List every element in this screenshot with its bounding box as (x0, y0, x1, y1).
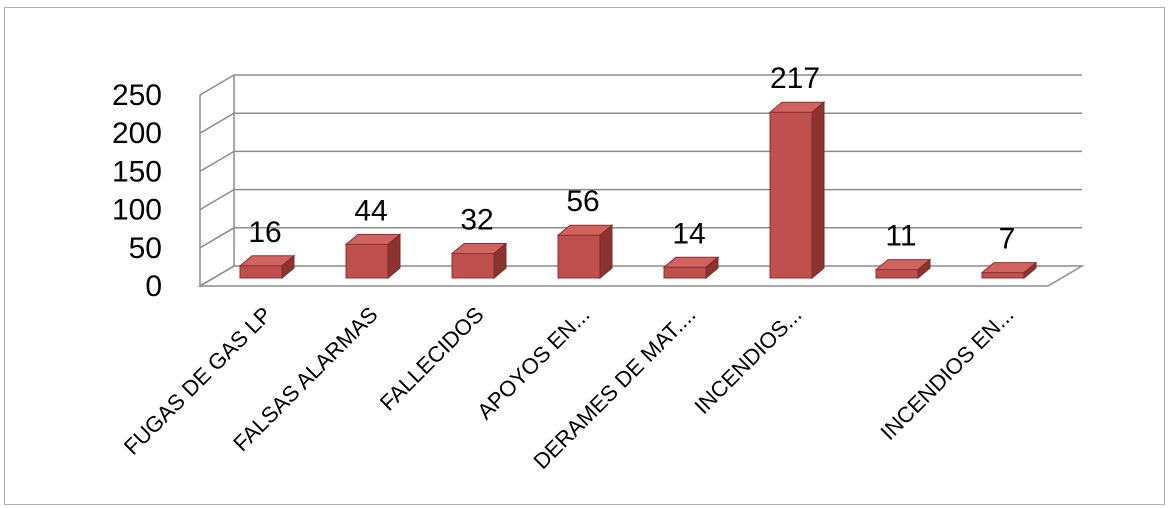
bar (874, 258, 932, 280)
data-label: 32 (460, 204, 493, 237)
bar-side (281, 254, 295, 280)
bar-side (705, 256, 719, 280)
data-label: 11 (885, 220, 916, 253)
y-tick-label: 200 (112, 117, 162, 150)
y-tick-label: 0 (145, 270, 162, 303)
y-tick-label: 250 (112, 79, 162, 112)
gridline-depth (199, 112, 235, 134)
y-tick-label: 100 (112, 194, 162, 227)
bar (556, 224, 614, 280)
gridline-depth (199, 265, 235, 287)
bar-chart: 0 50 100 150 200 250 16 44 32 56 14 217 11 7 FUGAS D… (112, 62, 1085, 474)
data-label: 217 (770, 62, 820, 95)
bar-front (981, 272, 1025, 279)
y-tick-label: 150 (112, 155, 162, 188)
bar (662, 256, 720, 280)
bar-side (917, 258, 931, 280)
bar-side (599, 224, 613, 280)
bar (238, 254, 296, 280)
y-tick-label: 50 (129, 232, 162, 265)
bar (450, 242, 508, 280)
gridline-depth (199, 188, 235, 211)
grid-layer (197, 74, 1085, 287)
gridline-depth (199, 74, 235, 96)
gridline-depth (199, 150, 235, 173)
y-axis-ticks: 0 50 100 150 200 250 (112, 79, 162, 303)
bar-side (493, 242, 507, 280)
bar-front (239, 265, 283, 279)
bar-front (769, 111, 813, 279)
bar (344, 233, 402, 280)
floor (197, 265, 1085, 287)
data-label: 14 (672, 217, 705, 250)
bar-front (345, 243, 389, 279)
data-label: 44 (354, 194, 387, 227)
category-label: INCENDIOS... (689, 302, 806, 419)
bar-front (557, 234, 601, 279)
bar-front (875, 269, 919, 279)
data-label: 16 (248, 216, 281, 249)
bar (768, 101, 826, 280)
bar-side (1023, 261, 1037, 280)
category-label: FALLECIDOS (375, 302, 489, 416)
chart-frame: 0 50 100 150 200 250 16 44 32 56 14 217 11 7 FUGAS D… (4, 7, 1165, 505)
data-label: 56 (566, 185, 599, 218)
category-label: INCENDIOS EN... (876, 302, 1019, 445)
data-label: 7 (999, 223, 1016, 256)
bar-side (811, 101, 825, 280)
data-labels: 16 44 32 56 14 217 11 7 (248, 62, 1015, 255)
gridline-depth (199, 227, 235, 249)
bar-side (387, 233, 401, 280)
category-label: APOYOS EN... (472, 302, 594, 424)
bars (238, 101, 1038, 280)
bar-front (451, 253, 495, 279)
bar-front (663, 266, 707, 279)
bar (980, 261, 1038, 280)
